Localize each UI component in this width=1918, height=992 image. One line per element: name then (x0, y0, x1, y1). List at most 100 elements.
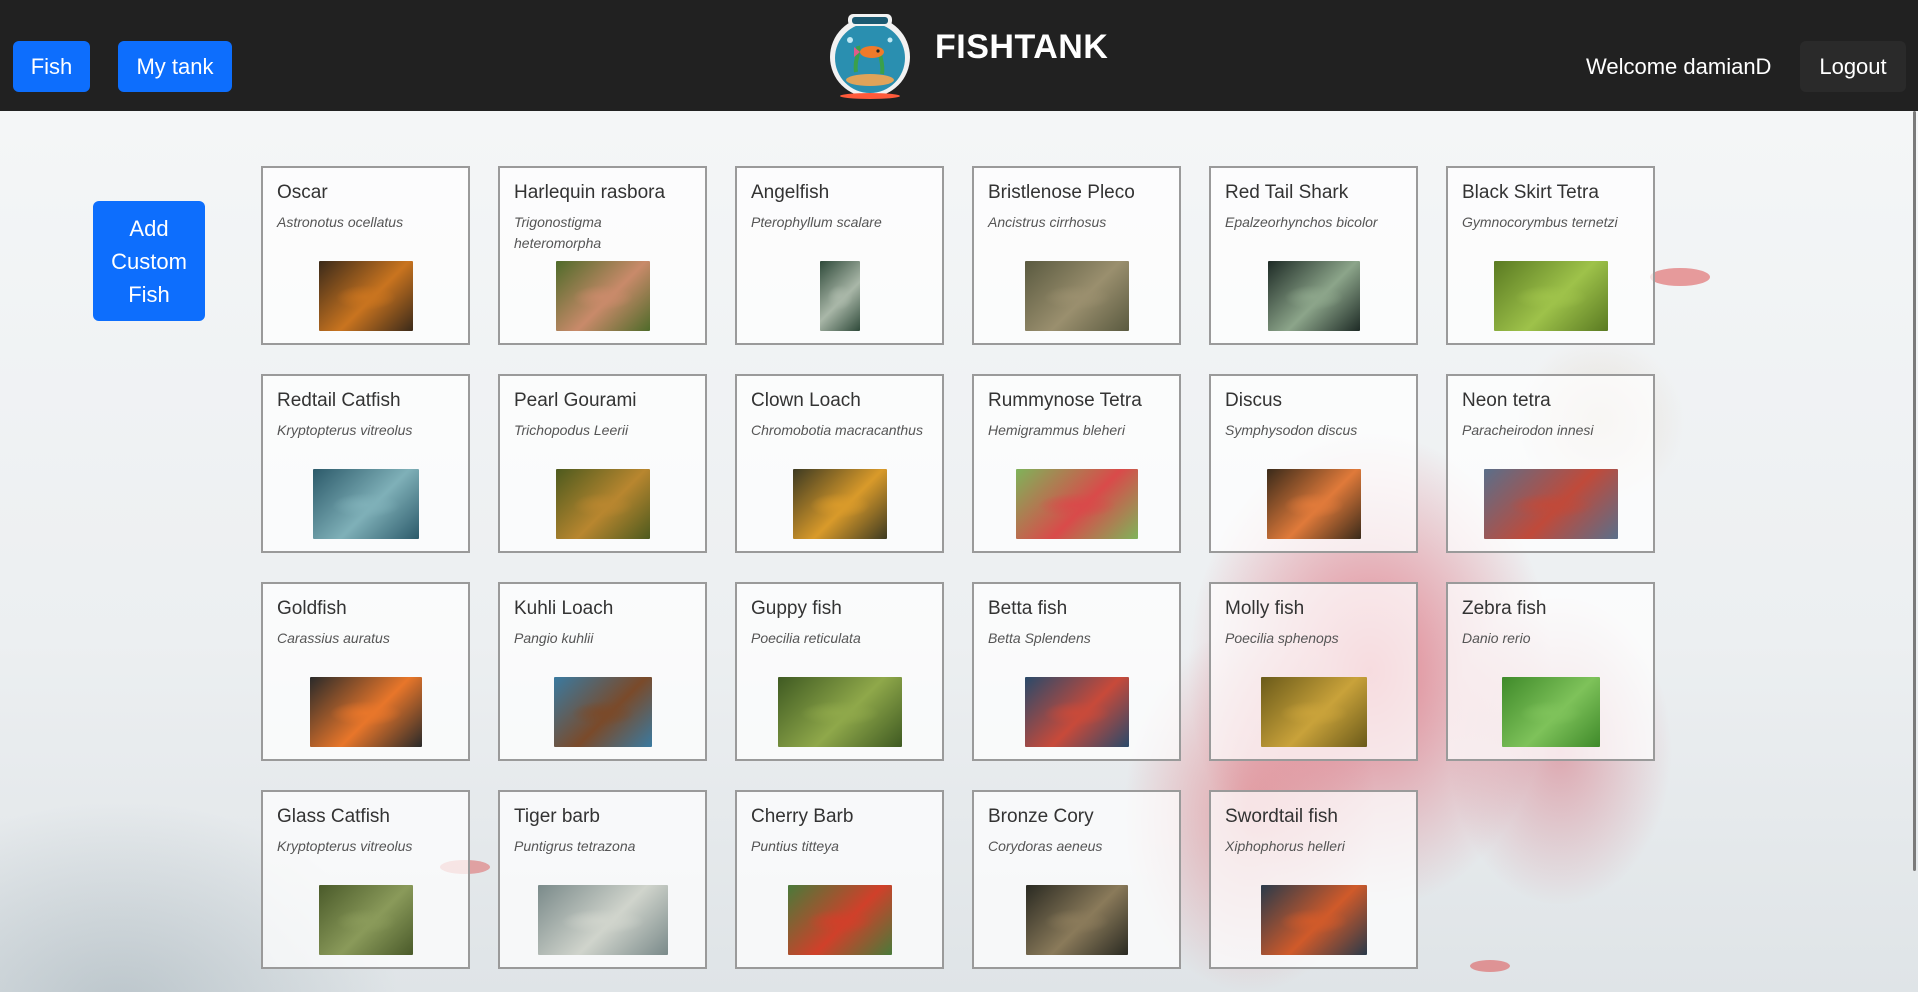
fish-photo (1260, 677, 1367, 747)
fish-card[interactable]: Tiger barb Puntigrus tetrazona (498, 790, 707, 969)
logout-button[interactable]: Logout (1800, 41, 1906, 92)
fish-scientific-name: Ancistrus cirrhosus (988, 214, 1107, 230)
fish-name: Black Skirt Tetra (1462, 182, 1599, 203)
fish-card[interactable]: Molly fish Poecilia sphenops (1209, 582, 1418, 761)
fish-scientific-name: Danio rerio (1462, 630, 1531, 646)
fish-name: Kuhli Loach (514, 598, 614, 619)
fish-photo (792, 469, 887, 539)
fish-photo (1260, 885, 1367, 955)
fish-scientific-name: Trigonostigma heteromorpha (514, 214, 602, 251)
fish-photo (1483, 469, 1618, 539)
fish-name: Glass Catfish (277, 806, 390, 827)
fish-name: Redtail Catfish (277, 390, 401, 411)
fish-card[interactable]: Red Tail Shark Epalzeorhynchos bicolor (1209, 166, 1418, 345)
fish-card[interactable]: Black Skirt Tetra Gymnocorymbus ternetzi (1446, 166, 1655, 345)
fish-scientific-name: Epalzeorhynchos bicolor (1225, 214, 1378, 230)
fish-name: Swordtail fish (1225, 806, 1338, 827)
fish-card[interactable]: Rummynose Tetra Hemigrammus bleheri (972, 374, 1181, 553)
fish-scientific-name: Poecilia sphenops (1225, 630, 1339, 646)
fish-photo (819, 261, 860, 331)
fish-scientific-name: Puntius titteya (751, 838, 839, 854)
fish-card[interactable]: Kuhli Loach Pangio kuhlii (498, 582, 707, 761)
nav-fish-button[interactable]: Fish (13, 41, 90, 92)
fish-name: Bronze Cory (988, 806, 1094, 827)
fish-name: Tiger barb (514, 806, 600, 827)
fish-photo (555, 261, 650, 331)
fish-photo (777, 677, 902, 747)
fish-card[interactable]: Bronze Cory Corydoras aeneus (972, 790, 1181, 969)
fish-photo (1493, 261, 1608, 331)
fish-scientific-name: Carassius auratus (277, 630, 390, 646)
fish-name: Clown Loach (751, 390, 861, 411)
background-fish (1470, 960, 1510, 972)
fish-name: Harlequin rasbora (514, 182, 666, 203)
fish-photo (787, 885, 892, 955)
fish-card[interactable]: Angelfish Pterophyllum scalare (735, 166, 944, 345)
fish-photo (553, 677, 652, 747)
fish-card[interactable]: Pearl Gourami Trichopodus Leerii (498, 374, 707, 553)
fish-card[interactable]: Discus Symphysodon discus (1209, 374, 1418, 553)
fish-scientific-name: Poecilia reticulata (751, 630, 861, 646)
fishbowl-logo (826, 10, 914, 100)
fish-photo (318, 885, 413, 955)
add-custom-fish-button[interactable]: Add Custom Fish (93, 201, 205, 321)
fish-card[interactable]: Neon tetra Paracheirodon innesi (1446, 374, 1655, 553)
fish-scientific-name: Paracheirodon innesi (1462, 422, 1594, 438)
fish-name: Guppy fish (751, 598, 842, 619)
fish-card[interactable]: Swordtail fish Xiphophorus helleri (1209, 790, 1418, 969)
nav-my-tank-button[interactable]: My tank (118, 41, 232, 92)
fish-card[interactable]: Oscar Astronotus ocellatus (261, 166, 470, 345)
fish-name: Rummynose Tetra (988, 390, 1142, 411)
fish-card[interactable]: Glass Catfish Kryptopterus vitreolus (261, 790, 470, 969)
fish-card[interactable]: Bristlenose Pleco Ancistrus cirrhosus (972, 166, 1181, 345)
fish-name: Cherry Barb (751, 806, 854, 827)
fish-photo (1015, 469, 1138, 539)
top-navbar: Fish My tank FISHTANK Welcome damianD Lo… (0, 0, 1918, 111)
fish-photo (1025, 885, 1128, 955)
background-fish (1650, 268, 1710, 286)
fish-photo (318, 261, 413, 331)
fish-name: Angelfish (751, 182, 830, 203)
fish-name: Bristlenose Pleco (988, 182, 1135, 203)
fish-name: Neon tetra (1462, 390, 1551, 411)
fish-card[interactable]: Betta fish Betta Splendens (972, 582, 1181, 761)
fish-scientific-name: Chromobotia macracanthus (751, 422, 923, 438)
fish-name: Discus (1225, 390, 1283, 411)
fish-name: Pearl Gourami (514, 390, 637, 411)
fish-name: Red Tail Shark (1225, 182, 1349, 203)
fish-card-grid: Oscar Astronotus ocellatus Harlequin rasbo… (261, 166, 1655, 969)
fish-card[interactable]: Zebra fish Danio rerio (1446, 582, 1655, 761)
fish-card[interactable]: Goldfish Carassius auratus (261, 582, 470, 761)
fish-name: Oscar (277, 182, 328, 203)
fish-scientific-name: Corydoras aeneus (988, 838, 1103, 854)
fish-scientific-name: Symphysodon discus (1225, 422, 1358, 438)
fish-photo (1024, 261, 1129, 331)
fish-scientific-name: Pterophyllum scalare (751, 214, 882, 230)
fish-card[interactable]: Clown Loach Chromobotia macracanthus (735, 374, 944, 553)
fish-photo (537, 885, 668, 955)
fish-name: Goldfish (277, 598, 347, 619)
app-brand-title: FISHTANK (935, 28, 1109, 66)
fish-scientific-name: Betta Splendens (988, 630, 1091, 646)
fish-photo (1024, 677, 1129, 747)
fish-photo (312, 469, 419, 539)
fish-photo (1501, 677, 1600, 747)
fish-card[interactable]: Harlequin rasbora Trigonostigma heteromor… (498, 166, 707, 345)
fish-scientific-name: Puntigrus tetrazona (514, 838, 636, 854)
fish-scientific-name: Kryptopterus vitreolus (277, 838, 413, 854)
fish-name: Zebra fish (1462, 598, 1547, 619)
fish-photo (555, 469, 650, 539)
fish-scientific-name: Trichopodus Leerii (514, 422, 629, 438)
fish-photo (1267, 261, 1360, 331)
fish-scientific-name: Gymnocorymbus ternetzi (1462, 214, 1618, 230)
welcome-user-text: Welcome damianD (1586, 54, 1772, 79)
page-scrollbar[interactable] (1913, 111, 1916, 871)
fish-photo (309, 677, 422, 747)
fish-name: Betta fish (988, 598, 1068, 619)
fish-card[interactable]: Redtail Catfish Kryptopterus vitreolus (261, 374, 470, 553)
fish-photo (1266, 469, 1361, 539)
fish-card[interactable]: Guppy fish Poecilia reticulata (735, 582, 944, 761)
fish-scientific-name: Astronotus ocellatus (277, 214, 404, 230)
fish-scientific-name: Xiphophorus helleri (1225, 838, 1345, 854)
fish-card[interactable]: Cherry Barb Puntius titteya (735, 790, 944, 969)
